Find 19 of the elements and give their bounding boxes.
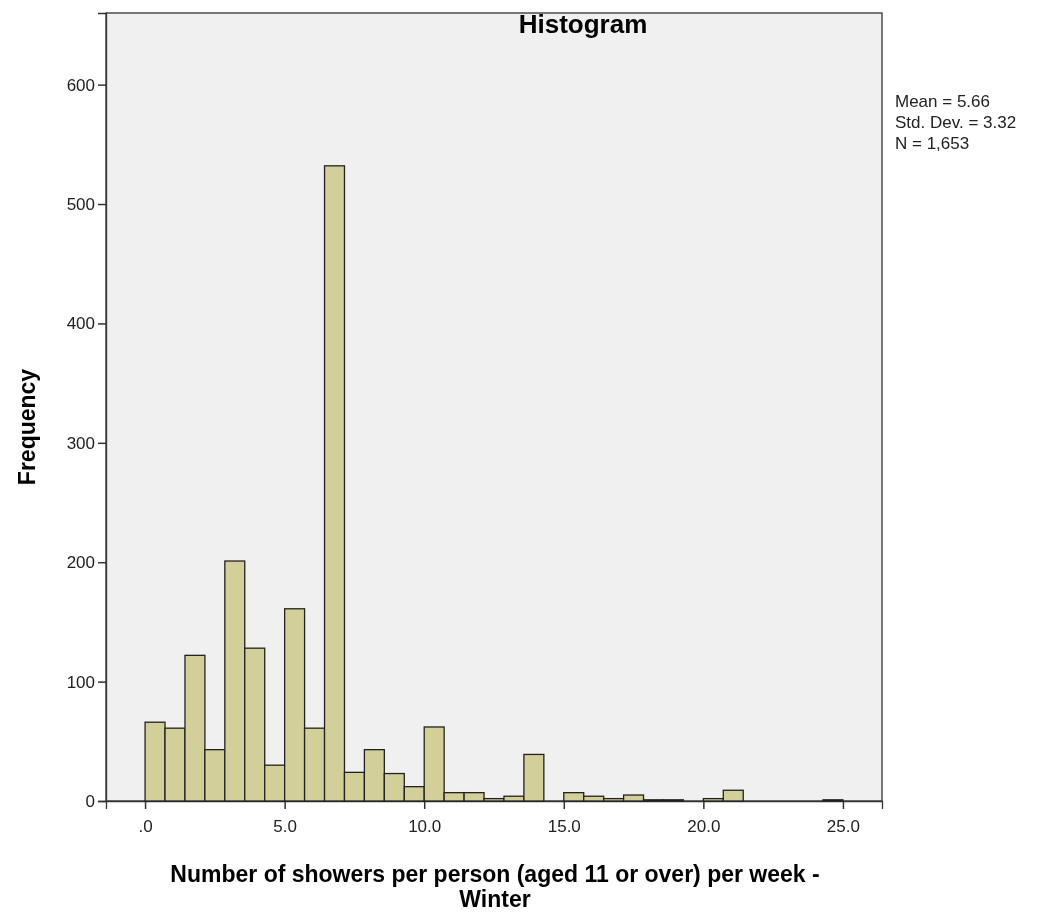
y-tick-label: 100 [66, 672, 95, 692]
y-tick-label: 300 [66, 433, 95, 453]
y-tick-label: 400 [66, 314, 95, 334]
text: N = 1,653 [895, 134, 970, 153]
x-tick-label: 15.0 [547, 817, 581, 837]
y-tick-label: 500 [66, 194, 95, 214]
x-tick-label: 10.0 [408, 817, 442, 837]
x-tick-label: 25.0 [826, 817, 860, 837]
x-tick-label: 5.0 [273, 817, 297, 837]
y-axis-title: Frequency [14, 368, 40, 486]
text: Mean = 5.66 [895, 92, 990, 111]
x-tick-label: .0 [138, 817, 153, 837]
x-tick-label: 20.0 [687, 817, 721, 837]
text: Std. Dev. = 3.32 [895, 113, 1017, 132]
chart-title: Histogram [518, 9, 648, 39]
y-tick-label: 200 [66, 553, 95, 573]
y-tick-label: 0 [85, 791, 95, 811]
x-axis-title: Number of showers per person (aged 11 or over) per week - Winter [170, 861, 820, 913]
y-tick-label: 600 [66, 75, 95, 95]
